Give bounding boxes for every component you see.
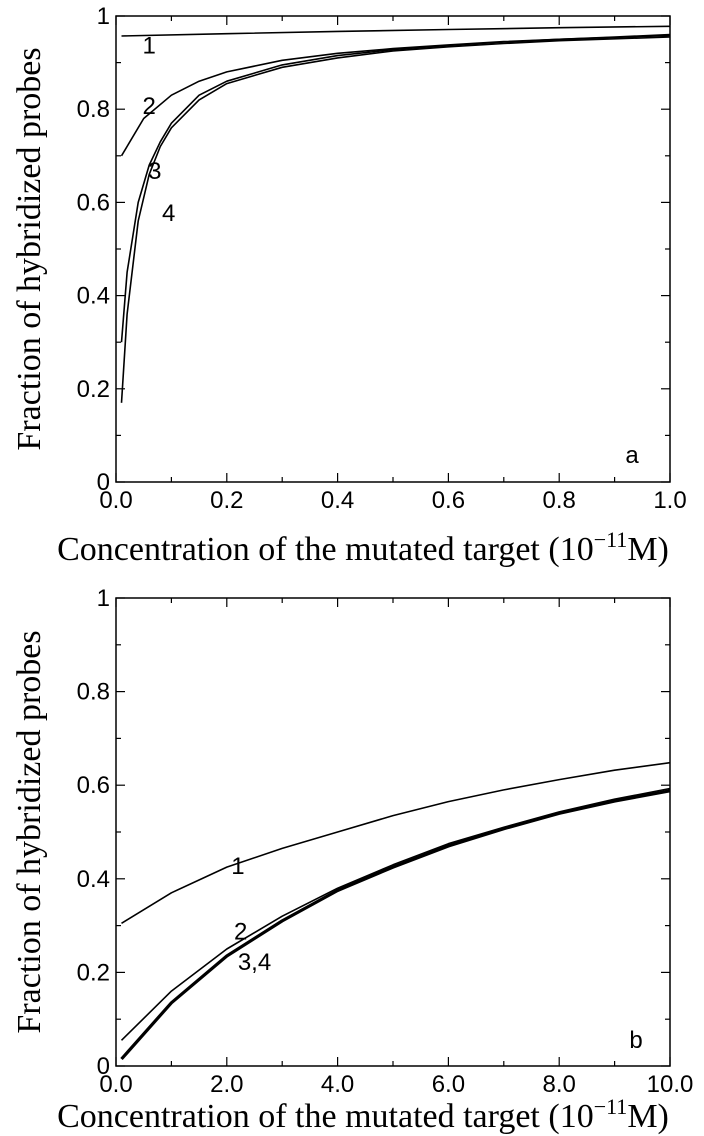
y-tick-label: 0.6 [77,772,110,799]
x-tick-label: 0.4 [321,487,354,514]
series-line-1 [121,25,671,37]
x-tick-label: 4.0 [321,1071,354,1098]
curve-label-2: 2 [143,93,156,120]
x-tick-label: 10.0 [647,1071,694,1098]
x-tick-label: 8.0 [543,1071,576,1098]
curve-label-2: 2 [234,919,247,946]
y-tick-label: 0 [97,469,110,496]
y-tick-label: 0.4 [77,866,110,893]
y-axis-title: Fraction of hybridized probes [11,630,48,1033]
panel-label: b [629,1027,642,1054]
y-tick-label: 0.4 [77,283,110,310]
y-tick-label: 1 [97,585,110,612]
x-tick-label: 6.0 [432,1071,465,1098]
curve-label-1: 1 [143,32,156,59]
x-tick-label: 0.6 [432,487,465,514]
series-line-3-4 [120,789,671,1061]
x-tick-label: 0.8 [543,487,576,514]
x-tick-label: 1.0 [653,487,686,514]
x-tick-label: 0.0 [99,487,132,514]
curve-label-1: 1 [231,853,244,880]
x-tick-label: 0.2 [210,487,243,514]
y-tick-label: 0 [97,1053,110,1080]
curve-label-3-4: 3,4 [238,949,271,976]
series-line-3 [120,34,671,343]
series-line-2 [120,33,671,157]
x-axis-title: Concentration of the mutated target (10−… [57,527,669,568]
panel-label: a [625,442,639,469]
y-tick-label: 0.8 [77,96,110,123]
chart-panel-a: 0.0 0.2 0.4 0.6 0.8 1.0 0 0.2 0.4 0.6 0.8 1 1 2 34 a Con… [11,3,687,568]
plot-frame [115,15,671,483]
y-tick-label: 0.2 [77,959,110,986]
x-tick-label: 2.0 [210,1071,243,1098]
y-tick-label: 0.2 [77,376,110,403]
y-axis-title: Fraction of hybridized probes [11,47,48,450]
x-tick-label: 0.0 [99,1071,132,1098]
series-line-2 [120,787,671,1041]
y-tick-label: 1 [97,3,110,30]
series-line-1 [121,761,671,924]
curve-label-4: 4 [162,200,175,227]
chart-panel-b: 0.0 2.0 4.0 6.0 8.0 10.0 0 0.2 0.4 0.6 0.8 1 1 2 3,4 b C… [11,585,693,1135]
y-tick-label: 0.6 [77,189,110,216]
series-line-4 [120,36,671,403]
plot-frame [115,597,671,1067]
y-tick-label: 0.8 [77,679,110,706]
curve-label-3: 3 [148,158,161,185]
x-axis-title: Concentration of the mutated target (10−… [57,1094,669,1135]
